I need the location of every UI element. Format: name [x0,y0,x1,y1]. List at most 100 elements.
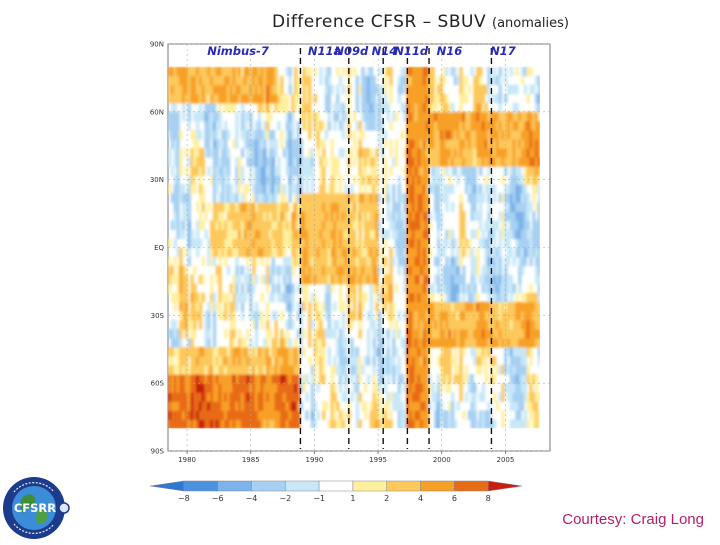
heatmap-cell [369,401,374,411]
heatmap-cell [498,238,502,249]
heatmap-cell [201,202,206,212]
heatmap-cell [316,148,320,158]
heatmap-cell [462,328,466,339]
heatmap-cell [336,337,340,348]
heatmap-cell [257,111,262,122]
heatmap-cell [288,84,292,95]
heatmap-cell [170,166,175,176]
heatmap-cell [176,383,180,393]
heatmap-cell [361,157,365,167]
heatmap-cell [229,193,234,203]
heatmap-cell [515,111,519,122]
heatmap-cell [408,247,413,258]
heatmap-cell [260,319,264,330]
heatmap-cell [414,410,418,420]
heatmap-cell [464,337,469,348]
x-tick-label: 1980 [178,456,196,464]
heatmap-cell [414,374,418,384]
heatmap-cell [212,120,217,131]
heatmap-cell [260,157,264,167]
heatmap-cell [338,220,343,231]
heatmap-cell [193,401,197,411]
heatmap-cell [518,392,522,402]
heatmap-cell [366,75,371,86]
heatmap-cell [509,328,514,339]
heatmap-cell [529,319,533,330]
heatmap-cell [288,346,292,357]
heatmap-cell [221,410,225,420]
heatmap-cell [481,238,486,249]
heatmap-cell [257,157,262,167]
heatmap-cell [168,328,172,339]
heatmap-cell [226,401,231,411]
heatmap-cell [473,256,477,267]
heatmap-cell [445,157,449,167]
heatmap-cell [450,410,455,420]
heatmap-cell [254,157,259,167]
heatmap-cell [400,256,404,267]
heatmap-cell [246,383,250,393]
heatmap-cell [176,166,180,176]
heatmap-cell [243,184,248,194]
heatmap-cell [392,346,396,357]
heatmap-cell [425,256,430,267]
heatmap-cell [282,247,287,258]
heatmap-cell [532,148,536,158]
heatmap-cell [537,229,540,240]
heatmap-cell [417,283,421,294]
heatmap-cell [504,75,508,86]
heatmap-cell [492,66,497,77]
heatmap-cell [338,410,343,420]
heatmap-cell [439,157,444,167]
heatmap-cell [240,419,245,429]
heatmap-cell [310,202,315,212]
heatmap-cell [369,274,374,285]
heatmap-cell [400,238,404,249]
heatmap-cell [254,202,259,212]
heatmap-cell [484,256,488,267]
heatmap-cell [417,319,421,330]
heatmap-cell [266,157,270,167]
heatmap-cell [168,283,172,294]
heatmap-cell [207,383,211,393]
heatmap-cell [392,374,396,384]
heatmap-cell [453,75,458,86]
heatmap-cell [414,238,418,249]
heatmap-cell [534,292,539,303]
heatmap-cell [459,356,463,366]
heatmap-cell [352,129,357,140]
heatmap-cell [408,319,413,330]
heatmap-cell [215,410,220,420]
heatmap-cell [459,274,463,285]
heatmap-cell [459,283,463,294]
heatmap-cell [319,256,323,267]
heatmap-cell [246,238,250,249]
heatmap-cell [487,93,491,104]
heatmap-cell [296,229,301,240]
heatmap-cell [313,365,318,375]
heatmap-cell [305,220,309,231]
heatmap-cell [355,310,360,321]
heatmap-cell [422,392,427,402]
heatmap-cell [215,120,220,131]
heatmap-cell [252,410,256,420]
heatmap-cell [280,383,284,393]
heatmap-cell [442,184,446,194]
heatmap-cell [204,148,208,158]
heatmap-cell [299,75,304,86]
heatmap-cell [235,184,239,194]
heatmap-cell [238,328,242,339]
heatmap-cell [495,247,500,258]
heatmap-cell [476,365,480,375]
heatmap-cell [358,220,362,231]
heatmap-cell [411,265,416,276]
heatmap-cell [299,229,304,240]
heatmap-cell [224,148,228,158]
heatmap-cell [313,238,318,249]
heatmap-cell [184,383,189,393]
heatmap-cell [170,292,175,303]
heatmap-cell [168,93,172,104]
heatmap-cell [218,211,222,221]
heatmap-cell [378,337,382,348]
heatmap-cell [316,410,320,420]
